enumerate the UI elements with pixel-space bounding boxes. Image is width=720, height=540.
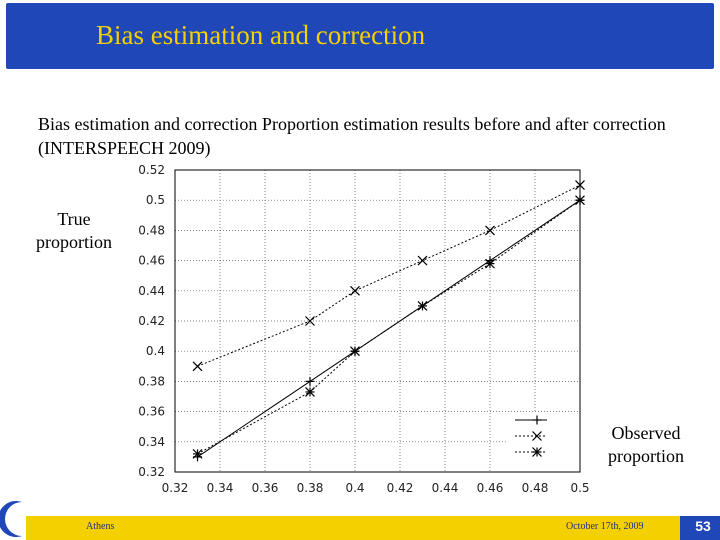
data-point-star <box>192 448 203 459</box>
x-tick-label: 0.42 <box>387 481 414 495</box>
logo-crescent-icon <box>0 501 22 537</box>
plot-frame <box>174 169 581 473</box>
y-tick-label: 0.32 <box>138 465 165 479</box>
y-tick-label: 0.38 <box>138 374 165 388</box>
slide-title: Bias estimation and correction <box>96 20 426 50</box>
x-tick-label: 0.38 <box>297 481 324 495</box>
proportion-chart: 0.32 0.34 0.36 0.38 0.4 0.42 0.44 0.46 0.48 0.5 0.… <box>138 163 589 495</box>
data-point-star <box>305 387 315 397</box>
slide-header: Bias estimation and correction <box>0 0 720 70</box>
page-number: 53 <box>695 518 711 534</box>
x-tick-label: 0.36 <box>252 481 279 495</box>
footer-band <box>26 516 680 540</box>
y-axis-label: True proportion <box>36 209 112 252</box>
y-tick-label: 0.52 <box>138 163 165 177</box>
footer-date: October 17th, 2009 <box>566 521 644 532</box>
legend-marker-star <box>532 447 542 457</box>
y-tick-label: 0.36 <box>138 405 165 419</box>
data-point-star <box>575 195 585 206</box>
header-band <box>6 3 714 69</box>
x-tick-label: 0.46 <box>477 481 504 495</box>
x-tick-label: 0.4 <box>345 481 364 495</box>
y-tick-label: 0.46 <box>138 254 165 268</box>
x-tick-label: 0.32 <box>162 481 189 495</box>
legend-box <box>507 412 579 471</box>
slide-description: Bias estimation and correction Proportio… <box>38 114 666 158</box>
x-tick-label: 0.48 <box>522 481 549 495</box>
y-tick-label: 0.42 <box>138 314 165 328</box>
y-tick-label: 0.44 <box>138 284 165 298</box>
x-tick-label: 0.44 <box>432 481 459 495</box>
footer-location: Athens <box>86 521 115 532</box>
footer-page-box <box>680 516 720 540</box>
series-line-x <box>197 184 581 367</box>
x-tick-label: 0.34 <box>207 481 234 495</box>
data-point-star <box>485 258 495 269</box>
data-point-x <box>485 225 495 236</box>
data-point-star <box>417 300 428 311</box>
data-point-x <box>192 361 203 372</box>
data-point-star <box>350 346 360 357</box>
data-point-x <box>575 180 585 191</box>
data-point-x <box>305 316 315 326</box>
y-tick-label: 0.4 <box>146 344 165 358</box>
data-point-x <box>417 255 428 266</box>
x-tick-label: 0.5 <box>570 481 589 495</box>
y-tick-label: 0.5 <box>146 193 165 207</box>
data-point-x <box>350 285 360 296</box>
legend-marker-x <box>532 431 542 441</box>
y-tick-label: 0.48 <box>138 223 165 237</box>
data-point-plus <box>305 376 315 386</box>
x-axis-label: Observed proportion <box>608 423 684 466</box>
legend-marker-plus <box>532 415 542 425</box>
series-line-star <box>197 199 581 455</box>
y-tick-label: 0.34 <box>138 435 165 449</box>
